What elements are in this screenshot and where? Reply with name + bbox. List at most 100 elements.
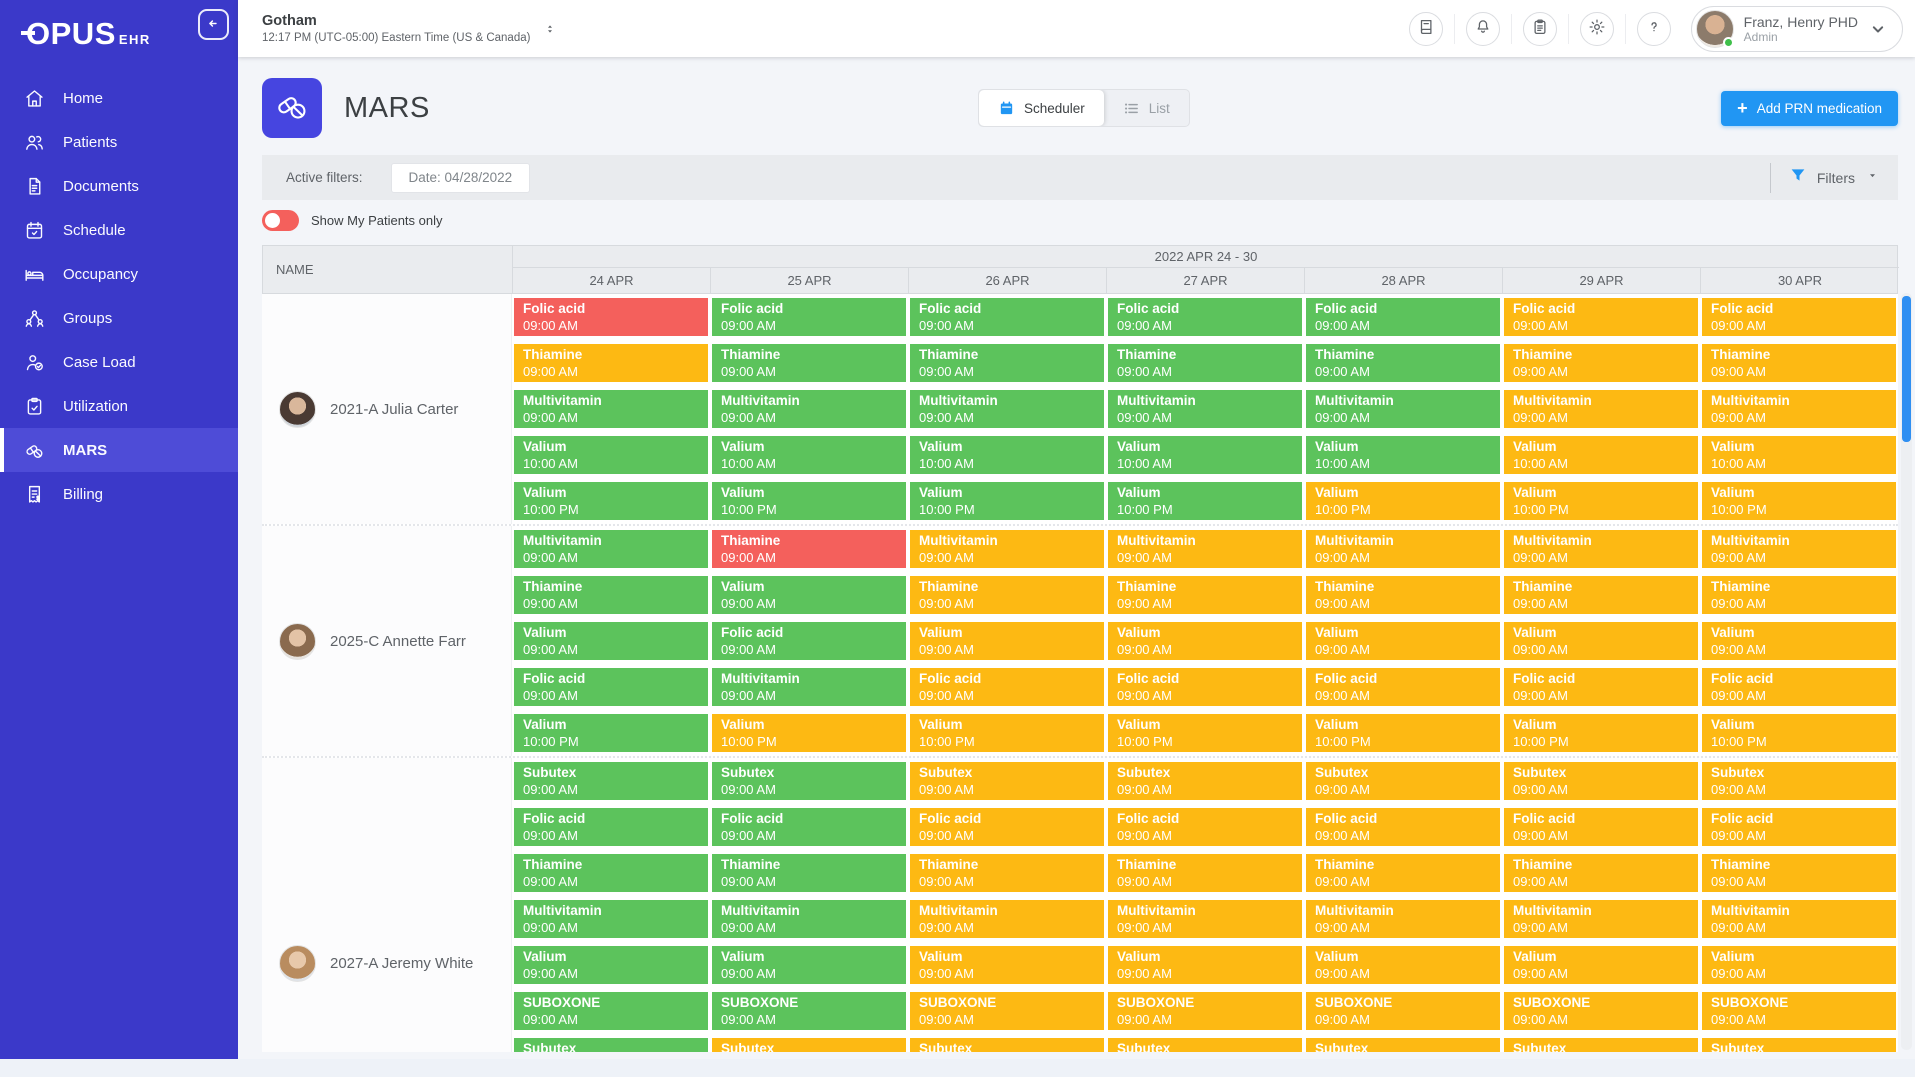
medication-cell[interactable]: Valium 10:00 AM [1306, 436, 1500, 474]
medication-cell[interactable]: Subutex 09:00 AM [1108, 762, 1302, 800]
medication-cell[interactable]: Thiamine 09:00 AM [1108, 576, 1302, 614]
medication-cell[interactable]: Subutex 09:00 AM [1702, 762, 1896, 800]
medication-cell[interactable]: Valium 10:00 PM [1108, 482, 1302, 520]
medication-cell[interactable]: Valium 10:00 AM [1702, 436, 1896, 474]
medication-cell[interactable]: Thiamine 09:00 AM [712, 344, 906, 382]
medication-cell[interactable]: Folic acid 09:00 AM [1504, 808, 1698, 846]
medication-cell[interactable]: Folic acid 09:00 AM [1108, 298, 1302, 336]
patient-name-cell[interactable]: 2027-A Jeremy White [262, 758, 512, 1052]
medication-cell[interactable]: Thiamine 09:00 AM [1108, 854, 1302, 892]
medication-cell[interactable]: Folic acid 09:00 AM [514, 668, 708, 706]
medication-cell[interactable]: Valium 10:00 AM [514, 436, 708, 474]
medication-cell[interactable]: Folic acid 09:00 AM [1306, 298, 1500, 336]
medication-cell[interactable]: Multivitamin 09:00 AM [514, 390, 708, 428]
medication-cell[interactable]: Multivitamin 09:00 AM [1306, 530, 1500, 568]
medication-cell[interactable]: Multivitamin 09:00 AM [910, 530, 1104, 568]
medication-cell[interactable]: Multivitamin 09:00 AM [712, 668, 906, 706]
medication-cell[interactable]: Valium 09:00 AM [712, 576, 906, 614]
sidebar-item-documents[interactable]: Documents [0, 164, 238, 208]
medication-cell[interactable]: Multivitamin 09:00 AM [1504, 900, 1698, 938]
date-filter-chip[interactable]: Date: 04/28/2022 [390, 162, 531, 193]
settings-button[interactable] [1579, 11, 1614, 46]
medication-cell[interactable]: SUBOXONE 09:00 AM [1702, 992, 1896, 1030]
medication-cell[interactable]: Thiamine 09:00 AM [1702, 854, 1896, 892]
medication-cell[interactable]: Thiamine 09:00 AM [1702, 344, 1896, 382]
help-button[interactable] [1636, 11, 1671, 46]
medication-cell[interactable]: Multivitamin 09:00 AM [1108, 390, 1302, 428]
medication-cell[interactable]: Multivitamin 09:00 AM [1504, 530, 1698, 568]
medication-cell[interactable]: SUBOXONE 09:00 AM [1306, 992, 1500, 1030]
medication-cell[interactable]: Multivitamin 09:00 AM [514, 900, 708, 938]
location-block[interactable]: Gotham 12:17 PM (UTC-05:00) Eastern Time… [262, 13, 530, 44]
medication-cell[interactable]: Subutex [1504, 1038, 1698, 1052]
medication-cell[interactable]: Multivitamin 09:00 AM [1702, 390, 1896, 428]
sidebar-item-schedule[interactable]: Schedule [0, 208, 238, 252]
medication-cell[interactable]: Subutex 09:00 AM [1504, 762, 1698, 800]
medication-cell[interactable]: Valium 10:00 PM [514, 714, 708, 752]
medication-cell[interactable]: Thiamine 09:00 AM [712, 530, 906, 568]
medication-cell[interactable]: Subutex [514, 1038, 708, 1052]
medication-cell[interactable]: Valium 09:00 AM [712, 946, 906, 984]
medication-cell[interactable]: Folic acid 09:00 AM [1306, 808, 1500, 846]
tab-scheduler[interactable]: Scheduler [979, 90, 1104, 126]
medication-cell[interactable]: Multivitamin 09:00 AM [1504, 390, 1698, 428]
medication-cell[interactable]: Valium 09:00 AM [1702, 622, 1896, 660]
medication-cell[interactable]: Thiamine 09:00 AM [910, 854, 1104, 892]
medication-cell[interactable]: Valium 09:00 AM [514, 946, 708, 984]
tab-list[interactable]: List [1104, 90, 1189, 126]
medication-cell[interactable]: Folic acid 09:00 AM [1504, 298, 1698, 336]
medication-cell[interactable]: Folic acid 09:00 AM [1702, 668, 1896, 706]
medication-cell[interactable]: Folic acid 09:00 AM [514, 298, 708, 336]
medication-cell[interactable]: Valium 10:00 PM [1306, 714, 1500, 752]
medication-cell[interactable]: Folic acid 09:00 AM [1306, 668, 1500, 706]
medication-cell[interactable]: Folic acid 09:00 AM [910, 298, 1104, 336]
medication-cell[interactable]: Valium 10:00 PM [1306, 482, 1500, 520]
medication-cell[interactable]: SUBOXONE 09:00 AM [910, 992, 1104, 1030]
medication-cell[interactable]: Multivitamin 09:00 AM [1702, 530, 1896, 568]
bell-button[interactable] [1465, 11, 1500, 46]
medication-cell[interactable]: Valium 09:00 AM [1108, 946, 1302, 984]
medication-cell[interactable]: Multivitamin 09:00 AM [1702, 900, 1896, 938]
medication-cell[interactable]: SUBOXONE 09:00 AM [1504, 992, 1698, 1030]
medication-cell[interactable]: Thiamine 09:00 AM [910, 576, 1104, 614]
patient-name-cell[interactable]: 2021-A Julia Carter [262, 294, 512, 524]
sidebar-item-utilization[interactable]: Utilization [0, 384, 238, 428]
medication-cell[interactable]: Folic acid 09:00 AM [712, 808, 906, 846]
filters-dropdown[interactable]: Filters [1769, 162, 1888, 193]
sidebar-item-billing[interactable]: Billing [0, 472, 238, 516]
sidebar-collapse-button[interactable] [198, 9, 229, 40]
medication-cell[interactable]: Subutex 09:00 AM [514, 762, 708, 800]
scrollbar-thumb[interactable] [1902, 296, 1911, 442]
sidebar-item-groups[interactable]: Groups [0, 296, 238, 340]
medication-cell[interactable]: Multivitamin 09:00 AM [1108, 530, 1302, 568]
journal-button[interactable] [1408, 11, 1443, 46]
medication-cell[interactable]: Thiamine 09:00 AM [1306, 344, 1500, 382]
medication-cell[interactable]: Thiamine 09:00 AM [514, 576, 708, 614]
sidebar-item-patients[interactable]: Patients [0, 120, 238, 164]
medication-cell[interactable]: Folic acid 09:00 AM [1108, 668, 1302, 706]
medication-cell[interactable]: Valium 10:00 PM [514, 482, 708, 520]
medication-cell[interactable]: Multivitamin 09:00 AM [1306, 900, 1500, 938]
medication-cell[interactable]: Thiamine 09:00 AM [514, 344, 708, 382]
medication-cell[interactable]: SUBOXONE 09:00 AM [1108, 992, 1302, 1030]
medication-cell[interactable]: Multivitamin 09:00 AM [1306, 390, 1500, 428]
medication-cell[interactable]: Folic acid 09:00 AM [910, 808, 1104, 846]
medication-cell[interactable]: Thiamine 09:00 AM [1504, 854, 1698, 892]
medication-cell[interactable]: Valium 10:00 AM [712, 436, 906, 474]
medication-cell[interactable]: Thiamine 09:00 AM [514, 854, 708, 892]
medication-cell[interactable]: Multivitamin 09:00 AM [712, 390, 906, 428]
medication-cell[interactable]: Thiamine 09:00 AM [1504, 344, 1698, 382]
medication-cell[interactable]: Folic acid 09:00 AM [910, 668, 1104, 706]
medication-cell[interactable]: Valium 09:00 AM [1108, 622, 1302, 660]
medication-cell[interactable]: Valium 10:00 PM [1108, 714, 1302, 752]
medication-cell[interactable]: Valium 10:00 AM [1504, 436, 1698, 474]
add-prn-medication-button[interactable]: + Add PRN medication [1721, 90, 1898, 126]
medication-cell[interactable]: Valium 09:00 AM [1306, 622, 1500, 660]
medication-cell[interactable]: Valium 10:00 PM [1504, 482, 1698, 520]
medication-cell[interactable]: SUBOXONE 09:00 AM [712, 992, 906, 1030]
medication-cell[interactable]: Multivitamin 09:00 AM [1108, 900, 1302, 938]
medication-cell[interactable]: Subutex [1702, 1038, 1896, 1052]
medication-cell[interactable]: Subutex [712, 1038, 906, 1052]
location-switch-icon[interactable] [542, 21, 558, 37]
medication-cell[interactable]: Valium 09:00 AM [1504, 622, 1698, 660]
